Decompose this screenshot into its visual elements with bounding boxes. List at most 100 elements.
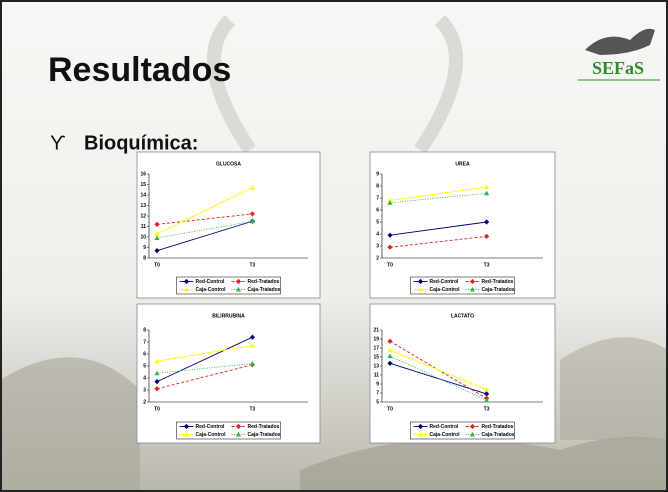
legend-label: Red-Tratados bbox=[248, 279, 280, 285]
chart-box bbox=[369, 303, 556, 444]
legend-label: Red-Control bbox=[430, 424, 459, 430]
point bbox=[387, 244, 393, 250]
legend-box bbox=[176, 421, 281, 440]
legend-marker bbox=[183, 278, 190, 285]
y-tick-label: 14 bbox=[140, 192, 146, 198]
legend-label: Red-Control bbox=[430, 279, 459, 285]
legend-box bbox=[410, 276, 515, 295]
legend-label: Caja-Tratados bbox=[482, 287, 515, 293]
y-tick-label: 9 bbox=[376, 171, 379, 177]
y-tick-label: 8 bbox=[143, 327, 146, 333]
y-tick-label: 15 bbox=[373, 354, 379, 360]
chart-title: BILIRRUBINA bbox=[212, 313, 245, 319]
legend-marker bbox=[183, 423, 190, 430]
x-tick-label: T0 bbox=[387, 406, 393, 412]
legend-marker bbox=[235, 423, 242, 430]
rock bbox=[0, 357, 140, 492]
point bbox=[387, 347, 393, 353]
point bbox=[484, 386, 490, 392]
legend-label: Caja-Tratados bbox=[248, 287, 281, 293]
point bbox=[387, 353, 393, 359]
y-tick-label: 8 bbox=[143, 255, 146, 261]
rock bbox=[560, 337, 668, 440]
y-tick-label: 6 bbox=[143, 351, 146, 357]
logo-goat bbox=[585, 28, 655, 55]
legend-marker bbox=[235, 278, 242, 285]
point bbox=[154, 235, 160, 241]
legend-label: Red-Tratados bbox=[248, 424, 280, 430]
x-tick-label: T3 bbox=[249, 406, 255, 412]
chart: LACTATO 5 7 9 11 13 15 17 19 21 T0 T3 Red-Control Red… bbox=[369, 303, 556, 444]
series-line bbox=[389, 186, 487, 201]
series-line bbox=[389, 235, 487, 248]
legend-marker bbox=[183, 431, 190, 437]
slide-title: Resultados bbox=[48, 51, 231, 89]
bullet-text: Bioquímica: bbox=[84, 132, 198, 154]
point bbox=[387, 338, 393, 344]
series-line bbox=[156, 336, 253, 383]
series-line bbox=[156, 220, 253, 252]
bullet-marker: ϒ bbox=[50, 132, 66, 154]
series-line bbox=[156, 220, 253, 239]
legend-marker bbox=[469, 286, 476, 292]
y-tick-label: 5 bbox=[376, 399, 379, 405]
legend-label: Caja-Control bbox=[430, 287, 461, 293]
chart: UREA 2 3 4 5 6 7 8 9 T0 T3 Red-Control Red-Tratados C… bbox=[369, 151, 556, 299]
y-tick-label: 16 bbox=[140, 171, 146, 177]
series-line bbox=[389, 192, 487, 204]
y-tick-label: 21 bbox=[373, 327, 379, 333]
point bbox=[387, 200, 393, 205]
y-tick-label: 7 bbox=[143, 339, 146, 345]
point bbox=[484, 391, 490, 397]
point bbox=[249, 211, 255, 217]
y-tick-label: 4 bbox=[376, 231, 379, 237]
point bbox=[484, 184, 490, 190]
series-line bbox=[156, 187, 253, 235]
chart-box bbox=[136, 303, 321, 444]
chart-title: GLUCOSA bbox=[216, 161, 241, 167]
legend-box bbox=[176, 276, 281, 295]
y-tick-label: 8 bbox=[376, 183, 379, 189]
legend-marker bbox=[469, 423, 476, 430]
legend-marker bbox=[417, 431, 424, 437]
legend-label: Caja-Tratados bbox=[248, 432, 281, 438]
series-line bbox=[389, 355, 487, 401]
series-line bbox=[389, 349, 487, 390]
series-line bbox=[389, 221, 487, 236]
y-tick-label: 5 bbox=[143, 363, 146, 369]
legend-marker bbox=[417, 286, 424, 292]
point bbox=[154, 370, 160, 376]
y-tick-label: 3 bbox=[143, 387, 146, 393]
chart-box bbox=[136, 151, 321, 299]
legend-marker bbox=[417, 278, 424, 285]
y-tick-label: 13 bbox=[373, 363, 379, 369]
point bbox=[249, 343, 255, 348]
legend-label: Red-Control bbox=[196, 424, 225, 430]
legend-label: Caja-Tratados bbox=[482, 432, 515, 438]
point bbox=[387, 360, 393, 366]
y-tick-label: 10 bbox=[140, 234, 146, 240]
y-tick-label: 15 bbox=[140, 182, 146, 188]
y-tick-label: 2 bbox=[376, 255, 379, 261]
point bbox=[249, 218, 255, 224]
point bbox=[387, 232, 393, 238]
rock bbox=[300, 436, 668, 492]
point bbox=[154, 379, 160, 385]
legend-label: Red-Tratados bbox=[482, 279, 514, 285]
x-tick-label: T3 bbox=[249, 262, 255, 268]
y-tick-label: 7 bbox=[376, 195, 379, 201]
y-tick-label: 4 bbox=[143, 375, 146, 381]
legend-marker bbox=[469, 278, 476, 285]
legend-label: Caja-Control bbox=[430, 432, 461, 438]
legend-label: Red-Tratados bbox=[482, 424, 514, 430]
x-tick-label: T0 bbox=[387, 262, 393, 268]
point bbox=[484, 190, 490, 196]
point bbox=[387, 197, 393, 203]
series-line bbox=[156, 345, 253, 362]
point bbox=[249, 185, 255, 190]
chart-title: UREA bbox=[455, 161, 470, 167]
legend-marker bbox=[235, 286, 242, 292]
y-tick-label: 11 bbox=[141, 224, 147, 230]
